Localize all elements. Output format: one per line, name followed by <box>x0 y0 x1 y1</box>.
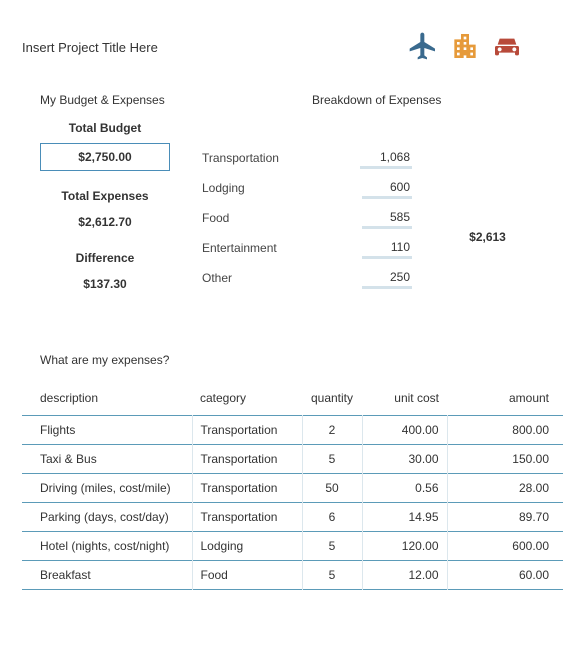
col-unit-cost: unit cost <box>362 385 447 416</box>
cell-category: Food <box>192 561 302 590</box>
cell-description: Flights <box>22 416 192 445</box>
plane-icon <box>407 30 439 65</box>
breakdown-category: Other <box>202 271 232 285</box>
table-row: Parking (days, cost/day)Transportation61… <box>22 503 563 532</box>
breakdown-row: Entertainment 110 <box>202 233 412 263</box>
breakdown-category: Entertainment <box>202 241 277 255</box>
breakdown-section-title: Breakdown of Expenses <box>222 93 563 107</box>
breakdown-list: Transportation 1,068 Lodging 600 Food 585 Ente… <box>202 121 412 313</box>
cell-description: Hotel (nights, cost/night) <box>22 532 192 561</box>
cell-category: Lodging <box>192 532 302 561</box>
table-row: Taxi & BusTransportation530.00150.00 <box>22 445 563 474</box>
cell-quantity: 5 <box>302 532 362 561</box>
breakdown-total-area: $2,613 <box>412 121 563 313</box>
total-expenses-value: $2,612.70 <box>40 211 170 233</box>
header-icons <box>407 30 523 65</box>
cell-amount: 89.70 <box>447 503 563 532</box>
header-row: Insert Project Title Here <box>22 30 563 65</box>
cell-quantity: 2 <box>302 416 362 445</box>
cell-unit-cost: 120.00 <box>362 532 447 561</box>
table-row: FlightsTransportation2400.00800.00 <box>22 416 563 445</box>
breakdown-row: Other 250 <box>202 263 412 293</box>
cell-quantity: 6 <box>302 503 362 532</box>
cell-description: Parking (days, cost/day) <box>22 503 192 532</box>
cell-category: Transportation <box>192 503 302 532</box>
breakdown-value: 585 <box>362 208 412 229</box>
breakdown-row: Food 585 <box>202 203 412 233</box>
difference-value: $137.30 <box>40 273 170 295</box>
total-budget-value: $2,750.00 <box>40 143 170 171</box>
breakdown-row: Lodging 600 <box>202 173 412 203</box>
cell-quantity: 50 <box>302 474 362 503</box>
breakdown-value: 250 <box>362 268 412 289</box>
difference-label: Difference <box>40 251 170 265</box>
cell-description: Taxi & Bus <box>22 445 192 474</box>
section-titles: My Budget & Expenses Breakdown of Expens… <box>22 93 563 107</box>
cell-unit-cost: 0.56 <box>362 474 447 503</box>
budget-section-title: My Budget & Expenses <box>22 93 222 107</box>
cell-amount: 600.00 <box>447 532 563 561</box>
cell-unit-cost: 400.00 <box>362 416 447 445</box>
expense-table: description category quantity unit cost … <box>22 385 563 590</box>
breakdown-total: $2,613 <box>469 230 506 244</box>
expenses-title: What are my expenses? <box>22 353 563 367</box>
budget-summary: Total Budget $2,750.00 Total Expenses $2… <box>22 121 202 313</box>
breakdown-value: 110 <box>362 238 412 259</box>
breakdown-value: 600 <box>362 178 412 199</box>
building-icon <box>449 30 481 65</box>
total-budget-label: Total Budget <box>40 121 170 135</box>
budget-section: Total Budget $2,750.00 Total Expenses $2… <box>22 121 563 313</box>
table-row: Driving (miles, cost/mile)Transportation… <box>22 474 563 503</box>
car-icon <box>491 30 523 65</box>
cell-amount: 150.00 <box>447 445 563 474</box>
table-row: Hotel (nights, cost/night)Lodging5120.00… <box>22 532 563 561</box>
total-expenses-label: Total Expenses <box>40 189 170 203</box>
cell-amount: 800.00 <box>447 416 563 445</box>
cell-amount: 28.00 <box>447 474 563 503</box>
project-title: Insert Project Title Here <box>22 40 158 55</box>
cell-unit-cost: 14.95 <box>362 503 447 532</box>
breakdown-row: Transportation 1,068 <box>202 143 412 173</box>
breakdown-category: Lodging <box>202 181 245 195</box>
cell-unit-cost: 30.00 <box>362 445 447 474</box>
table-row: BreakfastFood512.0060.00 <box>22 561 563 590</box>
cell-quantity: 5 <box>302 561 362 590</box>
cell-category: Transportation <box>192 474 302 503</box>
col-description: description <box>22 385 192 416</box>
col-amount: amount <box>447 385 563 416</box>
cell-amount: 60.00 <box>447 561 563 590</box>
cell-description: Driving (miles, cost/mile) <box>22 474 192 503</box>
cell-quantity: 5 <box>302 445 362 474</box>
breakdown-category: Transportation <box>202 151 279 165</box>
breakdown-value: 1,068 <box>360 148 412 169</box>
breakdown-category: Food <box>202 211 229 225</box>
col-quantity: quantity <box>302 385 362 416</box>
table-header-row: description category quantity unit cost … <box>22 385 563 416</box>
cell-category: Transportation <box>192 445 302 474</box>
col-category: category <box>192 385 302 416</box>
cell-description: Breakfast <box>22 561 192 590</box>
cell-category: Transportation <box>192 416 302 445</box>
cell-unit-cost: 12.00 <box>362 561 447 590</box>
